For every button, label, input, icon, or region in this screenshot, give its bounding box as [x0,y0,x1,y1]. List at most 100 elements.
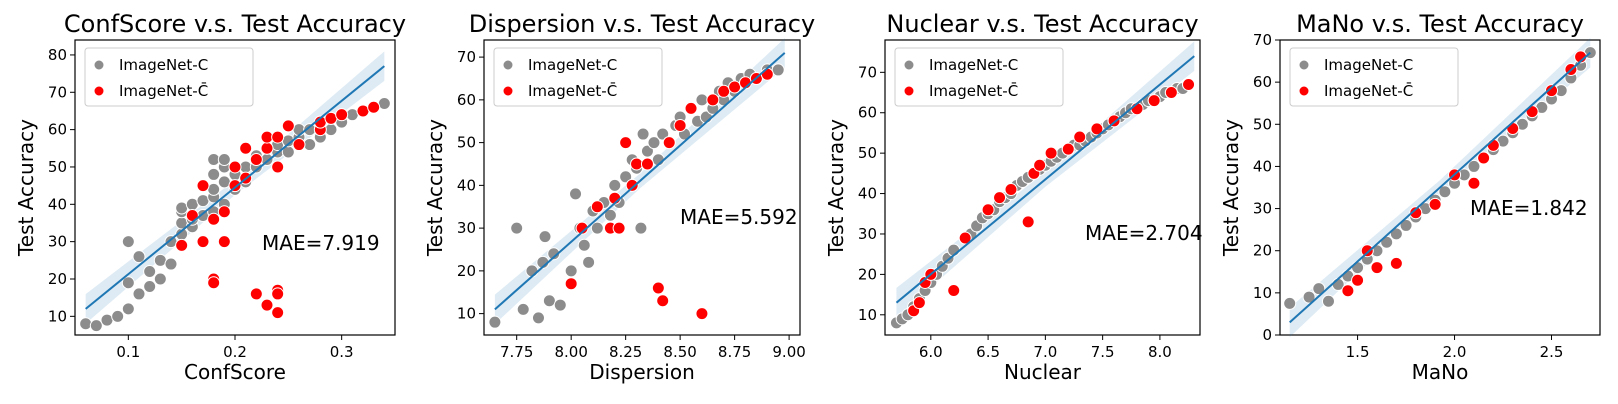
data-point-imagenet-c-bar [335,108,349,122]
data-point-imagenet-c [647,136,661,150]
legend-entry-label: ImageNet-C̄ [528,81,617,100]
data-point-imagenet-c [582,255,596,269]
y-axis-label: Test Accuracy [824,119,848,257]
x-axis-label: Dispersion [589,360,695,384]
data-point-imagenet-c [547,247,561,261]
data-point-imagenet-c-bar [260,141,274,155]
data-point-imagenet-c-bar [271,306,285,320]
y-tick-label: 20 [858,265,877,283]
x-tick-label: 0.2 [223,343,247,361]
data-point-imagenet-c-bar [207,276,221,290]
legend-marker [1298,85,1310,97]
data-point-imagenet-c-bar [684,101,698,115]
y-tick-label: 30 [457,219,476,237]
x-tick-label: 8.50 [663,343,696,361]
data-point-imagenet-c [132,287,146,301]
y-tick-label: 30 [1253,200,1272,218]
legend-marker [1298,59,1310,71]
y-tick-label: 50 [1253,115,1272,133]
data-point-imagenet-c-bar [1341,284,1355,298]
data-point-imagenet-c [1302,290,1316,304]
data-point-imagenet-c-bar [239,141,253,155]
x-tick-label: 9.00 [772,343,805,361]
x-axis-label: ConfScore [184,360,286,384]
mae-annotation: MAE=2.704 [1085,221,1203,245]
chart-panel-1: ConfScore v.s. Test Accuracy 0.1 0.2 0.3 10 2… [14,10,406,384]
data-point-imagenet-c-bar [947,284,961,298]
data-point-imagenet-c [619,170,633,184]
y-tick-label: 20 [457,262,476,280]
legend-entry-label: ImageNet-C [119,56,208,74]
mae-annotation: MAE=1.842 [1470,196,1588,220]
data-point-imagenet-c [488,315,502,329]
chart-title: ConfScore v.s. Test Accuracy [64,10,406,38]
data-point-imagenet-c-bar [673,119,687,133]
x-tick-label: 1.5 [1346,343,1370,361]
data-point-imagenet-c-bar [1044,146,1058,160]
data-point-imagenet-c-bar [1182,77,1196,91]
data-point-imagenet-c [564,264,578,278]
data-point-imagenet-c-bar [249,287,263,301]
data-point-imagenet-c [89,319,103,333]
data-point-imagenet-c-bar [196,235,210,249]
data-point-imagenet-c-bar [619,136,633,150]
chart-title: MaNo v.s. Test Accuracy [1296,10,1584,38]
y-tick-label: 70 [48,83,67,101]
data-point-imagenet-c [121,302,135,316]
data-point-imagenet-c-bar [271,287,285,301]
y-axis-label: Test Accuracy [1219,119,1243,257]
regression-line [1289,51,1591,324]
data-point-imagenet-c-bar [175,238,189,252]
x-tick-label: 2.0 [1443,343,1467,361]
data-point-imagenet-c-bar [207,212,221,226]
y-tick-label: 40 [48,195,67,213]
data-point-imagenet-c [510,221,524,235]
x-tick-label: 7.75 [500,343,533,361]
y-tick-label: 50 [48,158,67,176]
data-point-imagenet-c-bar [1061,142,1075,156]
x-tick-label: 8.00 [554,343,587,361]
legend [493,47,663,107]
data-point-imagenet-c-bar [640,157,654,171]
data-point-imagenet-c [608,178,622,192]
data-point-imagenet-c [603,208,617,222]
data-point-imagenet-c-bar [271,160,285,174]
y-tick-label: 50 [858,144,877,162]
data-point-imagenet-c [525,264,539,278]
plot-area-frame [1279,39,1601,336]
data-point-imagenet-c-bar [1090,122,1104,136]
data-point-imagenet-c [1399,218,1413,232]
data-point-imagenet-c-bar [1360,244,1374,258]
x-tick-label: 0.1 [116,343,140,361]
data-point-imagenet-c-bar [1370,261,1384,275]
data-point-imagenet-c-bar [1545,84,1559,98]
data-point-imagenet-c [553,298,567,312]
y-tick-label: 70 [1253,31,1272,49]
y-tick-label: 20 [48,270,67,288]
data-point-imagenet-c-bar [695,307,709,321]
data-point-imagenet-c [164,257,178,271]
y-tick-label: 60 [457,91,476,109]
y-tick-label: 80 [48,46,67,64]
y-tick-label: 60 [858,104,877,122]
data-point-imagenet-c [1351,261,1365,275]
data-point-imagenet-c-bar [1409,206,1423,220]
data-point-imagenet-c-bar [228,179,242,193]
data-point-imagenet-c-bar [625,178,639,192]
y-tick-label: 60 [48,121,67,139]
chart-panel-3: Nuclear v.s. Test Accuracy 6.0 6.5 7.0 7.5 8.… [824,10,1203,384]
data-point-imagenet-c-bar [912,296,926,310]
legend-marker [93,85,105,97]
data-point-imagenet-c [542,294,556,308]
legend-entry-label: ImageNet-C̄ [1324,81,1413,100]
data-point-imagenet-c-bar [993,191,1007,205]
data-point-imagenet-c [143,279,157,293]
data-point-imagenet-c [634,221,648,235]
x-tick-label: 2.5 [1540,343,1564,361]
y-tick-label: 30 [858,225,877,243]
data-point-imagenet-c [516,302,530,316]
data-point-imagenet-c-bar [1506,122,1520,135]
data-point-imagenet-c-bar [1073,130,1087,144]
data-point-imagenet-c-bar [1033,158,1047,172]
y-tick-label: 40 [858,185,877,203]
